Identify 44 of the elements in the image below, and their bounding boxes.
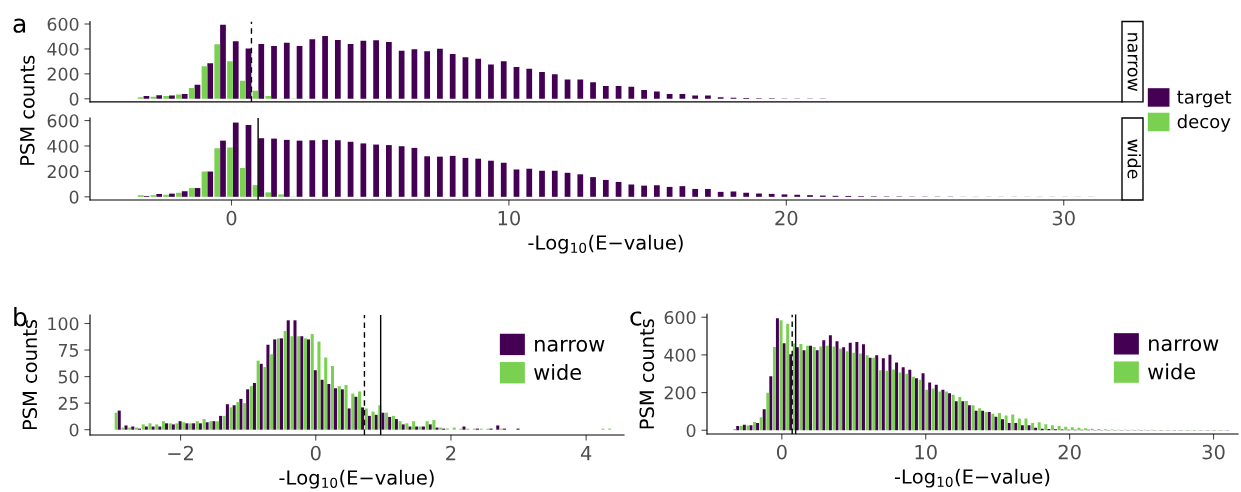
- y-tick-label: 0: [686, 423, 696, 438]
- chart-title: a: [13, 18, 26, 33]
- legend-label: decoy: [1177, 114, 1231, 132]
- x-axis-title: -Log$_{10}$(E−value): [279, 469, 434, 489]
- x-tick-label: 0: [310, 445, 321, 461]
- x-tick-label: 2: [446, 445, 456, 461]
- legend-label: wide: [1148, 363, 1195, 380]
- y-tick-label: 200: [664, 386, 696, 400]
- y-tick-label: 0: [69, 423, 79, 437]
- y-tick-label: 400: [47, 42, 79, 56]
- legend-label: narrow: [535, 339, 605, 352]
- legend-label: wide: [534, 363, 581, 381]
- x-axis-title: -Log$_{10}$(E−value): [528, 234, 683, 254]
- x-tick-label: 4: [580, 446, 592, 461]
- y-tick-label: 400: [664, 348, 696, 362]
- y-tick-label: 25: [58, 396, 79, 410]
- text: wide: [1127, 139, 1141, 179]
- y-tick-label: 50: [58, 370, 79, 384]
- x-tick-label: −2: [168, 445, 193, 461]
- chart-title: c: [630, 311, 642, 326]
- y-tick-label: 100: [48, 317, 79, 331]
- y-tick-label: 75: [58, 343, 79, 357]
- y-tick-label: 600: [664, 310, 696, 325]
- y-tick-label: 600: [47, 114, 79, 128]
- y-tick-label: 200: [47, 165, 79, 179]
- x-axis-title: -Log$_{10}$(E−value): [894, 468, 1050, 488]
- x-tick-label: 10: [915, 444, 937, 460]
- y-tick-label: 400: [47, 139, 79, 153]
- text: narrow: [1127, 33, 1138, 91]
- x-tick-label: 10: [498, 210, 520, 226]
- y-tick-label: 200: [47, 67, 79, 81]
- legend-label: target: [1177, 90, 1232, 108]
- x-tick-label: 20: [1058, 444, 1081, 460]
- x-tick-label: 20: [775, 210, 798, 226]
- y-tick-label: 600: [47, 17, 79, 31]
- x-tick-label: 0: [226, 210, 237, 226]
- y-tick-label: 0: [69, 92, 79, 106]
- x-tick-label: 30: [1202, 444, 1225, 460]
- legend-label: narrow: [1149, 339, 1219, 352]
- x-tick-label: 30: [1052, 210, 1075, 226]
- y-axis-title: PSM counts: [19, 55, 35, 165]
- y-axis-title: PSM counts: [639, 319, 655, 429]
- x-tick-label: 0: [776, 444, 787, 460]
- y-tick-label: 0: [69, 190, 79, 204]
